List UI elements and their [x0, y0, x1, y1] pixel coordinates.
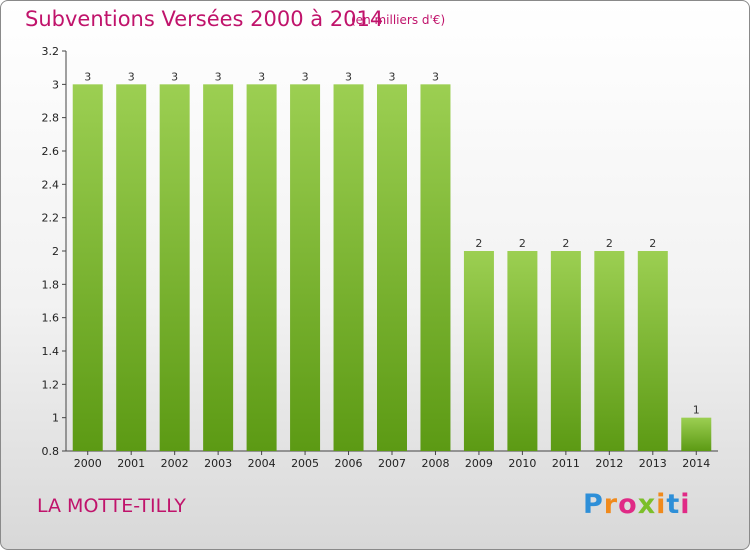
bar [159, 84, 190, 451]
x-axis: 2000 2001 2002 2003 2004 2005 2006 2007 2008 2009… [66, 450, 718, 470]
x-tick-label: 2009 [465, 457, 493, 470]
bar-value-label: 3 [171, 70, 178, 83]
bar-value-label: 2 [519, 237, 526, 250]
bar-value-label: 3 [345, 70, 352, 83]
y-tick-label: 1 [52, 412, 59, 425]
bar-value-label: 2 [606, 237, 613, 250]
location-name: LA MOTTE-TILLY [37, 495, 186, 517]
y-axis: 0.8 1 1.2 1.4 1.6 1.8 2 2.2 2.4 2.6 2.8 3 3.2 [42, 45, 67, 458]
chart-subtitle: (en milliers d'€) [351, 13, 446, 27]
x-tick-label: 2002 [161, 457, 189, 470]
bar-value-label: 2 [475, 237, 482, 250]
brand-letter: r [603, 489, 619, 520]
y-tick-label: 1.4 [42, 345, 60, 358]
y-tick-label: 2.2 [42, 212, 60, 225]
bar [333, 84, 364, 451]
y-tick-label: 0.8 [42, 445, 60, 458]
chart-title: Subventions Versées 2000 à 2014 [25, 7, 384, 31]
data-labels: 3 3 3 3 3 3 3 3 3 2 2 2 2 2 1 [84, 70, 700, 416]
bar [72, 84, 103, 451]
y-tick-label: 2 [52, 245, 59, 258]
x-tick-label: 2008 [421, 457, 449, 470]
brand-letter: P [583, 489, 604, 520]
bar [637, 251, 668, 451]
x-tick-label: 2004 [248, 457, 276, 470]
bar [116, 84, 147, 451]
brand-letter: x [637, 489, 657, 520]
bar-value-label: 3 [215, 70, 222, 83]
y-tick-label: 3.2 [42, 45, 60, 58]
bar-value-label: 2 [649, 237, 656, 250]
x-tick-label: 2013 [639, 457, 667, 470]
y-tick-label: 2.8 [42, 112, 60, 125]
bar-value-label: 3 [128, 70, 135, 83]
x-tick-label: 2014 [682, 457, 710, 470]
x-tick-label: 2003 [204, 457, 232, 470]
y-tick-label: 2.4 [42, 178, 60, 191]
y-tick-label: 3 [52, 78, 59, 91]
brand-letter: i [680, 489, 691, 520]
bar [550, 251, 581, 451]
bar [681, 417, 712, 451]
x-tick-label: 2006 [335, 457, 363, 470]
bar [290, 84, 321, 451]
x-tick-label: 2011 [552, 457, 580, 470]
bar-value-label: 3 [389, 70, 396, 83]
brand-logo[interactable]: Proxiti [583, 489, 691, 520]
bar-value-label: 3 [84, 70, 91, 83]
bar-value-label: 1 [693, 404, 700, 417]
y-tick-label: 1.8 [42, 278, 60, 291]
x-tick-label: 2007 [378, 457, 406, 470]
bar [594, 251, 625, 451]
bars [72, 84, 712, 451]
bar [507, 251, 538, 451]
x-tick-label: 2001 [117, 457, 145, 470]
bar-value-label: 3 [302, 70, 309, 83]
bar [420, 84, 451, 451]
x-tick-label: 2000 [74, 457, 102, 470]
x-tick-label: 2012 [595, 457, 623, 470]
brand-letter: i [656, 489, 667, 520]
bar-value-label: 3 [432, 70, 439, 83]
brand-letter: o [618, 489, 638, 520]
bar [377, 84, 407, 451]
bar [203, 84, 234, 451]
brand-letter: t [666, 489, 681, 520]
x-tick-label: 2005 [291, 457, 319, 470]
bar-value-label: 2 [562, 237, 569, 250]
x-tick-label: 2010 [508, 457, 536, 470]
bar [463, 251, 494, 451]
bar-value-label: 3 [258, 70, 265, 83]
bar [246, 84, 277, 451]
y-tick-label: 2.6 [42, 145, 60, 158]
y-tick-label: 1.2 [42, 378, 60, 391]
y-tick-label: 1.6 [42, 312, 60, 325]
